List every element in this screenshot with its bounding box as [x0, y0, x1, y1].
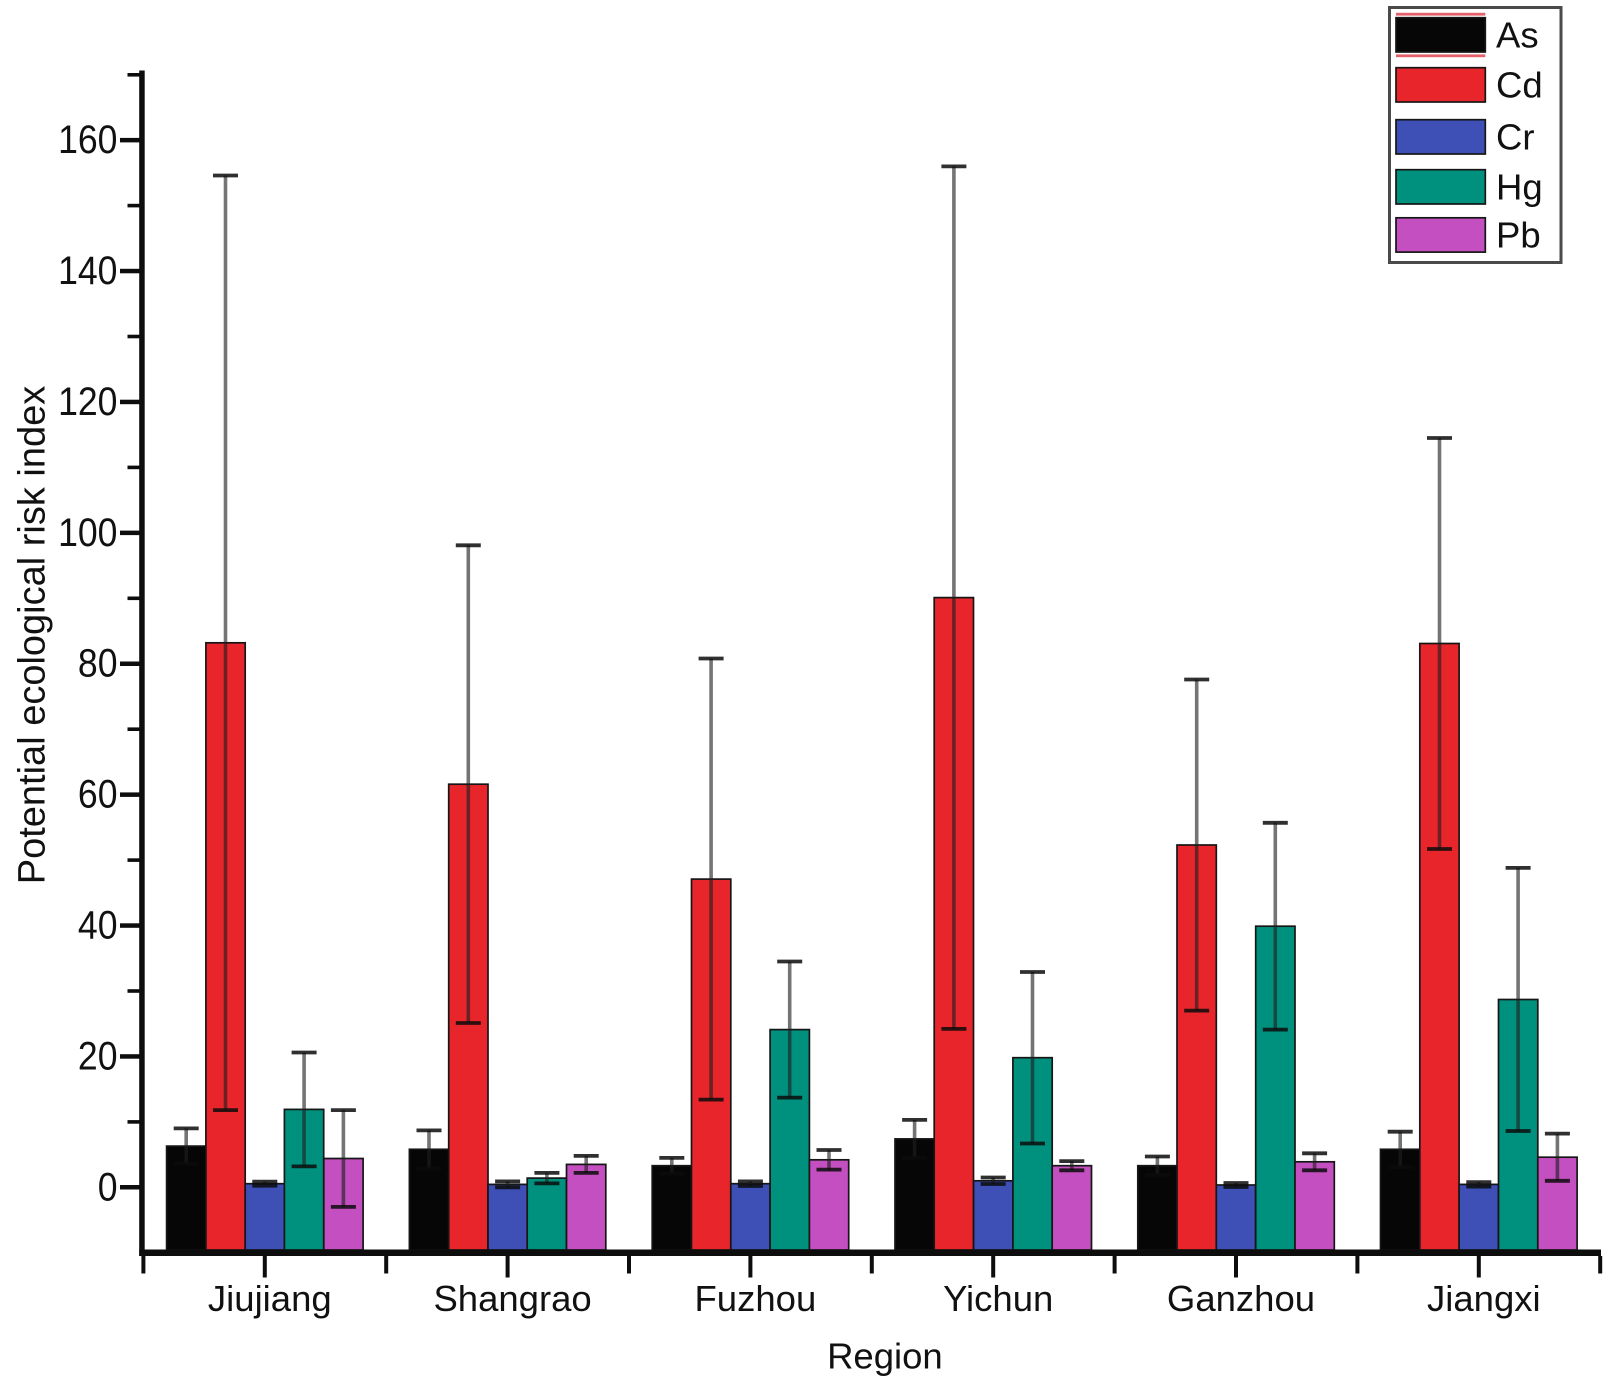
svg-text:Jiangxi: Jiangxi: [1427, 1278, 1541, 1319]
svg-text:Ganzhou: Ganzhou: [1167, 1278, 1315, 1319]
svg-text:0: 0: [98, 1165, 118, 1209]
svg-text:40: 40: [78, 904, 118, 948]
svg-text:Yichun: Yichun: [943, 1278, 1053, 1319]
svg-text:As: As: [1496, 14, 1539, 55]
svg-text:Region: Region: [827, 1335, 943, 1376]
svg-text:100: 100: [58, 511, 117, 555]
svg-text:80: 80: [78, 642, 118, 686]
svg-text:Potential ecological risk inde: Potential ecological risk index: [12, 386, 54, 885]
svg-text:140: 140: [58, 249, 117, 293]
svg-text:120: 120: [58, 380, 117, 424]
svg-text:Fuzhou: Fuzhou: [695, 1278, 817, 1319]
svg-text:20: 20: [78, 1034, 118, 1078]
svg-text:Cr: Cr: [1496, 116, 1535, 157]
svg-text:Cd: Cd: [1496, 64, 1543, 105]
svg-text:Hg: Hg: [1496, 166, 1543, 207]
svg-text:Pb: Pb: [1496, 215, 1541, 256]
svg-text:60: 60: [78, 773, 118, 817]
svg-text:160: 160: [58, 118, 117, 162]
svg-text:Jiujiang: Jiujiang: [208, 1278, 332, 1319]
svg-text:Shangrao: Shangrao: [433, 1278, 591, 1319]
